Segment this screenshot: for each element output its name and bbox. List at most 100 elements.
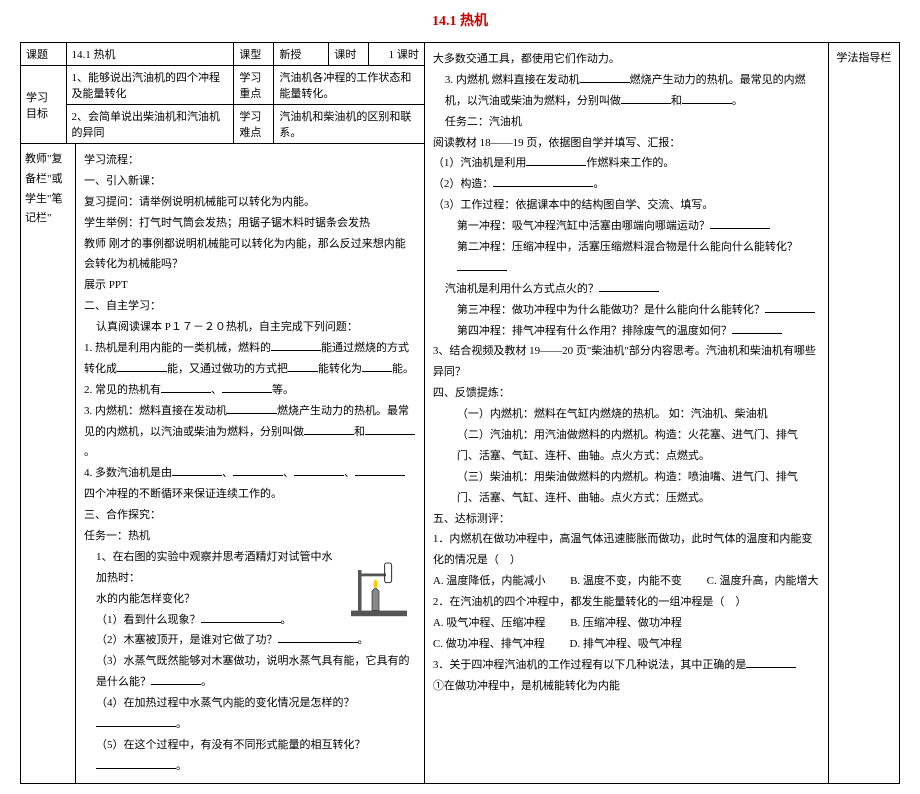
blank[interactable]: [732, 322, 782, 334]
r11: 第三冲程：做功冲程中为什么能做功？是什么能向什么能转化？: [433, 300, 820, 321]
s4: 四、反馈提炼：: [433, 383, 820, 404]
sec3e: （2）木塞被顶开，是谁对它做了功？。: [84, 630, 416, 651]
hdr-period-label: 课时: [329, 43, 369, 66]
opt-b[interactable]: B. 压缩冲程、做功冲程: [570, 617, 682, 629]
blank[interactable]: [271, 339, 321, 351]
blank[interactable]: [365, 423, 415, 435]
opt-c[interactable]: C. 温度升高，内能增大: [707, 575, 819, 587]
sec3: 三、合作探究：: [84, 505, 416, 526]
sec2d: 3. 内燃机：燃料直接在发动机燃烧产生动力的热机。最常见的内燃机，以汽油或柴油为…: [84, 401, 416, 464]
blank[interactable]: [599, 280, 659, 292]
s4c: （三）柴油机：用柴油做燃料的内燃机。构造：喷油嘴、进气门、排气门、活塞、气缸、连…: [433, 467, 820, 509]
blank[interactable]: [222, 381, 272, 393]
t: （5）在这个过程中，有没有不同形式能量的相互转化？: [96, 739, 366, 751]
r5: （1）汽油机是利用 作燃料来工作的。: [433, 153, 820, 174]
hdr-focus-label: 学习重点: [234, 66, 274, 105]
t: 。: [732, 95, 743, 107]
blank[interactable]: [362, 360, 392, 372]
main-layout: 课题 14.1 热机 课型 新授 课时 1 课时 学习 目标 1、能够说出汽油机…: [20, 42, 900, 784]
blank[interactable]: [201, 611, 281, 623]
blank[interactable]: [765, 301, 815, 313]
opt-c[interactable]: C. 做功冲程、排气冲程: [433, 638, 545, 650]
s5a: 1．内燃机在做功冲程中，高温气体迅速膨胀而做功，此时气体的温度和内能变化的情况是…: [433, 529, 820, 571]
r1: 大多数交通工具，都使用它们作动力。: [433, 49, 820, 70]
s5b: 2．在汽油机的四个冲程中，都发生能量转化的一组冲程是（ ）: [433, 592, 820, 613]
blank[interactable]: [278, 631, 358, 643]
t: 和: [354, 426, 365, 438]
blank[interactable]: [746, 656, 796, 668]
t: 、: [344, 467, 355, 479]
blank[interactable]: [117, 360, 167, 372]
opt-d[interactable]: D. 排气冲程、吸气冲程: [569, 638, 681, 650]
blank[interactable]: [96, 757, 176, 769]
blank[interactable]: [288, 360, 318, 372]
r3: 任务二：汽油机: [433, 112, 820, 133]
blank[interactable]: [227, 402, 277, 414]
sec1: 一、引入新课：: [84, 171, 416, 192]
r13: 3、结合视频及教材 19——20 页"柴油机"部分内容思考。汽油机和柴油机有哪些…: [433, 341, 820, 383]
t: （1）汽油机是利用: [433, 157, 527, 169]
s5b-opts2: C. 做功冲程、排气冲程 D. 排气冲程、吸气冲程: [433, 634, 820, 655]
t: 3．关于四冲程汽油机的工作过程有以下几种说法，其中正确的是: [433, 659, 747, 671]
sec1c: 教师 刚才的事例都说明机械能可以转化为内能，那么反过来想内能会转化为机械能吗？: [84, 234, 416, 276]
blank[interactable]: [151, 673, 201, 685]
blank[interactable]: [457, 259, 507, 271]
t: 作燃料来工作的。: [586, 157, 674, 169]
s5: 五、达标测评：: [433, 509, 820, 530]
sec3f: （3）水蒸气既然能够对木塞做功，说明水蒸气具有能，它具有的是什么能？。: [84, 651, 416, 693]
s4b: （二）汽油机：用汽油做燃料的内燃机。构造：火花塞、进气门、排气门、活塞、气缸、连…: [433, 425, 820, 467]
t: 能转化为: [318, 363, 362, 375]
hdr-topic-label: 课题: [21, 43, 66, 66]
flow-content: 学习流程： 一、引入新课： 复习提问：请举例说明机械能可以转化为内能。 学生举例…: [76, 144, 424, 783]
t: 能。: [392, 363, 414, 375]
r2: 3. 内燃机 燃料直接在发动机燃烧产生动力的热机。最常见的内燃机，以汽油或柴油为…: [433, 70, 820, 112]
r10: 汽油机是利用什么方式点火的？: [433, 279, 820, 300]
r7: （3）工作过程：依据课本中的结构图自学、交流、填写。: [433, 195, 820, 216]
blank[interactable]: [621, 92, 671, 104]
blank[interactable]: [304, 423, 354, 435]
sec2b: 1. 热机是利用内能的一类机械，燃料的能通过燃烧的方式转化成能，又通过做功的方式…: [84, 338, 416, 380]
sec1d: 展示 PPT: [84, 275, 416, 296]
hdr-type-value: 新授: [274, 43, 329, 66]
t: （4）在加热过程中水蒸气内能的变化情况是怎样的？: [96, 697, 355, 709]
blank[interactable]: [526, 154, 586, 166]
hdr-diff-value: 汽油机和柴油机的区别和联系。: [274, 105, 424, 144]
sec2e: 4. 多数汽油机是由、、、四个冲程的不断循环来保证连续工作的。: [84, 463, 416, 505]
blank[interactable]: [493, 175, 593, 187]
blank[interactable]: [161, 381, 211, 393]
t: 第一冲程：吸气冲程汽缸中活塞由哪端向哪端运动？: [457, 220, 710, 232]
t: （2）木塞被顶开，是谁对它做了功？: [96, 634, 278, 646]
blank[interactable]: [355, 464, 405, 476]
method-column: 学法指导栏: [829, 43, 899, 783]
method-label: 学法指导栏: [836, 49, 891, 65]
sec3a: 任务一：热机: [84, 526, 416, 547]
sec1b: 学生举例：打气时气筒会发热；用锯子锯木料时锯条会发热: [84, 213, 416, 234]
t: （2）构造：: [433, 178, 494, 190]
opt-a[interactable]: A. 温度降低，内能减小: [433, 575, 545, 587]
s5d: ①在做功冲程中，是机械能转化为内能: [433, 676, 820, 697]
blank[interactable]: [710, 217, 770, 229]
opt-b[interactable]: B. 温度不变，内能不变: [570, 575, 682, 587]
s5a-opts: A. 温度降低，内能减小 B. 温度不变，内能不变 C. 温度升高，内能增大: [433, 571, 820, 592]
r8: 第一冲程：吸气冲程汽缸中活塞由哪端向哪端运动？: [433, 216, 820, 237]
blank[interactable]: [96, 715, 176, 727]
t: 等。: [272, 384, 294, 396]
t: 、: [222, 467, 233, 479]
opt-a[interactable]: A. 吸气冲程、压缩冲程: [433, 617, 545, 629]
t: 。: [84, 446, 95, 458]
t: 3. 内燃机：燃料直接在发动机: [84, 405, 227, 417]
t: 第三冲程：做功冲程中为什么能做功？是什么能向什么能转化？: [457, 304, 765, 316]
t: 、: [211, 384, 222, 396]
t: （3）水蒸气既然能够对木塞做功，说明水蒸气具有能，它具有的是什么能？: [96, 655, 410, 688]
blank[interactable]: [233, 464, 283, 476]
r9: 第二冲程：压缩冲程中，活塞压缩燃料混合物是什么能向什么能转化？: [433, 237, 820, 279]
hdr-goal-label: 学习 目标: [21, 66, 66, 144]
t: 2. 常见的热机有: [84, 384, 161, 396]
s4a: （一）内燃机：燃料在气缸内燃烧的热机。 如：汽油机、柴油机: [433, 404, 820, 425]
blank[interactable]: [172, 464, 222, 476]
hdr-diff-label: 学习难点: [234, 105, 274, 144]
t: 汽油机是利用什么方式点火的？: [445, 283, 599, 295]
blank[interactable]: [682, 92, 732, 104]
blank[interactable]: [294, 464, 344, 476]
blank[interactable]: [580, 71, 630, 83]
